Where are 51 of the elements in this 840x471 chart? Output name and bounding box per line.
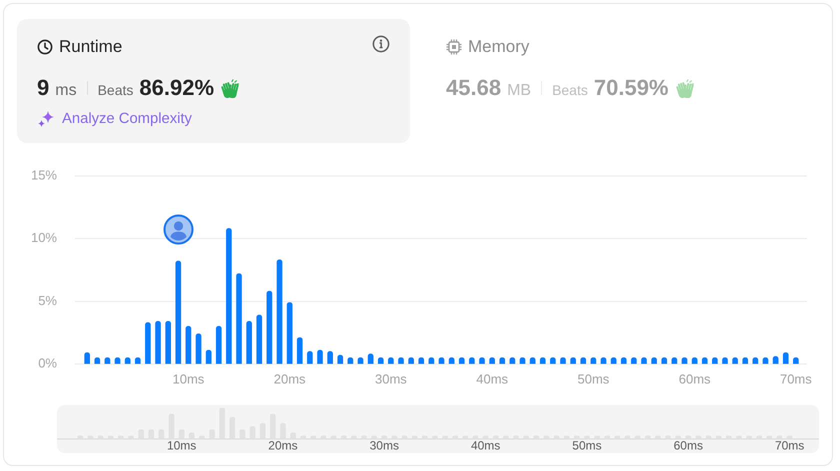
y-tick-label: 15% — [30, 167, 58, 182]
x-tick-label: 40ms — [476, 371, 509, 386]
x-tick-label: 60ms — [674, 438, 703, 453]
x-tick-label: 10ms — [172, 371, 205, 386]
y-tick-label: 10% — [30, 230, 58, 246]
x-tick-label: 10ms — [166, 438, 196, 453]
bar — [165, 321, 171, 364]
bar — [307, 351, 313, 364]
text: 45.68 — [446, 75, 502, 101]
bar — [236, 273, 242, 364]
bar — [256, 314, 262, 364]
bar — [206, 350, 212, 364]
bar — [196, 334, 202, 364]
bar — [782, 352, 789, 364]
text: ms — [55, 82, 77, 100]
x-tick-label: 40ms — [470, 438, 500, 453]
bar — [84, 352, 90, 364]
x-tick-label: 30ms — [370, 438, 399, 453]
bar — [276, 260, 282, 364]
bar — [186, 326, 192, 364]
bar — [175, 260, 182, 364]
x-tick-label: 20ms — [274, 371, 306, 386]
bar — [155, 321, 161, 364]
text: Beats — [98, 82, 134, 98]
text: 86.92% — [139, 75, 214, 101]
x-tick-label: 50ms — [572, 438, 602, 453]
bar — [286, 302, 292, 364]
bar — [266, 290, 272, 364]
text: 70.59% — [594, 75, 668, 101]
bar — [296, 337, 303, 364]
y-tick-label: 0% — [38, 356, 58, 371]
x-tick-label: 30ms — [374, 371, 408, 386]
bar — [246, 321, 252, 364]
text: Runtime — [59, 37, 122, 57]
y-tick-label: 5% — [38, 292, 58, 308]
bar — [368, 354, 374, 364]
x-tick-label: 60ms — [678, 371, 712, 386]
x-tick-label: 50ms — [577, 371, 610, 386]
text: 9 — [37, 75, 50, 101]
text: Memory — [468, 37, 530, 57]
bar — [216, 326, 222, 364]
bar — [327, 351, 333, 364]
bar — [317, 350, 323, 364]
text: Analyze Complexity — [62, 111, 192, 127]
text: MB — [507, 82, 532, 100]
text: Beats — [552, 82, 588, 98]
x-tick-label: 70ms — [774, 438, 804, 453]
x-tick-label: 70ms — [780, 371, 812, 386]
bar — [145, 322, 151, 364]
x-tick-label: 20ms — [268, 438, 298, 453]
bar — [226, 228, 232, 364]
